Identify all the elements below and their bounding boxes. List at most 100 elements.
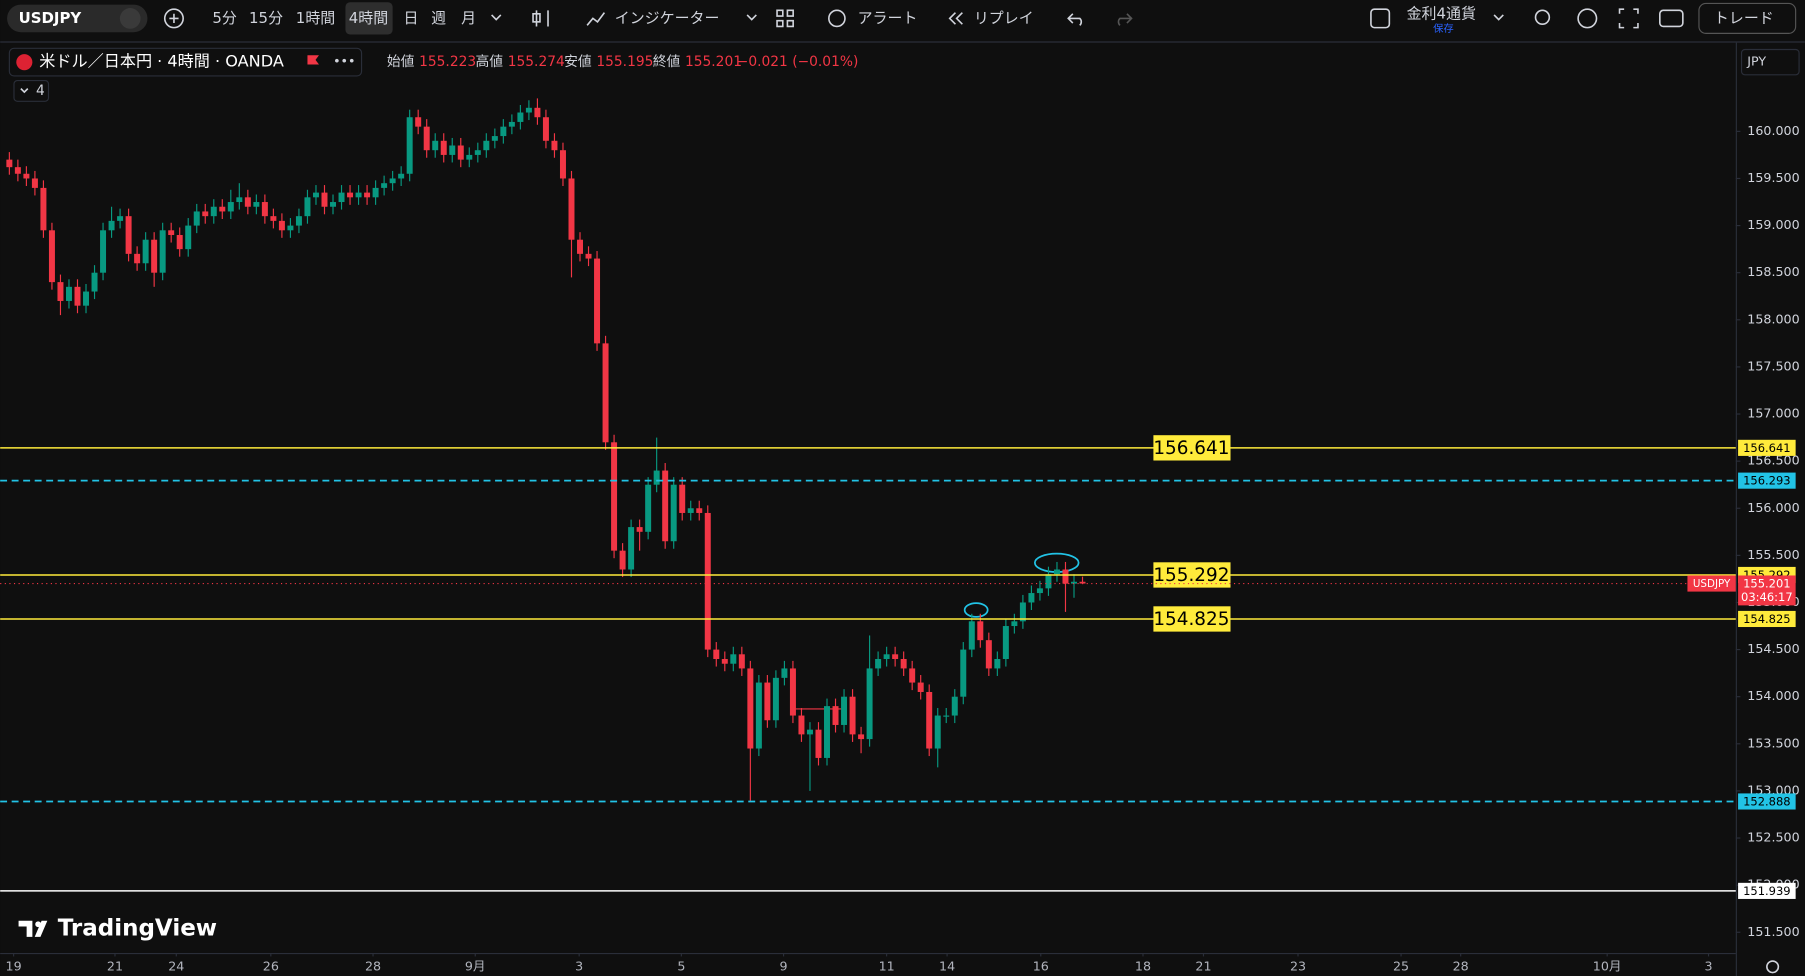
legend-change: −0.021 (−0.01%) bbox=[737, 54, 859, 70]
y-tick-label: 157.500 bbox=[1747, 358, 1799, 373]
candle-body bbox=[304, 197, 311, 217]
candle-body bbox=[611, 442, 618, 551]
candle-body bbox=[244, 197, 251, 207]
candle-body bbox=[738, 654, 745, 669]
watchlist-chevron[interactable] bbox=[1493, 14, 1504, 21]
currency[interactable]: JPY bbox=[1746, 54, 1766, 69]
candle-body bbox=[806, 729, 813, 735]
alert-icon[interactable] bbox=[828, 9, 846, 28]
interval-button[interactable]: 15分 bbox=[249, 9, 283, 27]
interval-button[interactable]: 日 bbox=[404, 9, 419, 27]
candle-body bbox=[542, 117, 549, 141]
candle-body bbox=[1079, 581, 1086, 584]
legend-value: 155.195 bbox=[596, 54, 653, 70]
candle-body bbox=[321, 192, 328, 207]
trade-button[interactable] bbox=[1698, 2, 1797, 34]
candle-body bbox=[687, 508, 694, 513]
candle-body bbox=[91, 272, 98, 292]
indicator-icon[interactable] bbox=[586, 12, 606, 26]
candle-body bbox=[500, 126, 507, 137]
indicator-chevron[interactable] bbox=[746, 14, 757, 21]
search-icon[interactable] bbox=[1534, 9, 1551, 25]
price-level-label: 154.825 bbox=[1153, 609, 1229, 630]
axis-level-box bbox=[1738, 439, 1796, 456]
currency-box[interactable] bbox=[1740, 48, 1800, 76]
replay-button[interactable]: リプレイ bbox=[974, 9, 1034, 27]
candle-body bbox=[83, 291, 90, 306]
x-tick-label: 14 bbox=[939, 958, 955, 973]
more-button[interactable]: ••• bbox=[333, 54, 355, 69]
watermark-logo-dot bbox=[35, 921, 42, 928]
interval-button[interactable]: 4時間 bbox=[349, 9, 388, 27]
candle-body bbox=[151, 239, 158, 273]
interval-button[interactable]: 1時間 bbox=[296, 9, 335, 27]
axis-level-box bbox=[1738, 882, 1796, 899]
x-tick-label: 5 bbox=[677, 958, 685, 973]
price-level-label: 156.641 bbox=[1153, 438, 1229, 459]
candle-body bbox=[977, 621, 984, 641]
indicator-toggle[interactable] bbox=[13, 79, 50, 102]
favorite-icon[interactable] bbox=[119, 8, 141, 29]
candle-body bbox=[559, 150, 566, 179]
snapshot-icon[interactable] bbox=[1659, 9, 1684, 28]
interval-button[interactable]: 月 bbox=[461, 9, 476, 27]
candle-body bbox=[934, 715, 941, 749]
symbol-search[interactable] bbox=[7, 4, 148, 33]
interval-chevron[interactable] bbox=[491, 14, 502, 21]
interval-button[interactable]: 週 bbox=[431, 9, 446, 27]
redo-icon[interactable] bbox=[1117, 13, 1133, 26]
symbol-tag-box bbox=[1687, 575, 1736, 592]
legend-title: 米ドル／日本円 · 4時間 · OANDA bbox=[39, 52, 284, 71]
x-tick-label: 28 bbox=[1453, 958, 1469, 973]
candle-body bbox=[253, 202, 260, 207]
legend-box bbox=[8, 47, 363, 77]
x-tick-label: 21 bbox=[107, 958, 123, 973]
candle-body bbox=[23, 173, 30, 179]
symbol[interactable]: USDJPY bbox=[19, 9, 82, 27]
watchlist-name[interactable]: 金利4通貨 bbox=[1407, 4, 1476, 22]
candle-body bbox=[389, 178, 396, 184]
candle-body bbox=[985, 640, 992, 669]
replay-icon[interactable] bbox=[948, 12, 963, 25]
settings-icon[interactable] bbox=[1577, 8, 1598, 29]
x-tick-label: 16 bbox=[1033, 958, 1049, 973]
undo-icon[interactable] bbox=[1067, 13, 1083, 26]
candle-body bbox=[849, 696, 856, 735]
y-tick-label: 151.500 bbox=[1747, 924, 1799, 939]
y-tick-label: 155.500 bbox=[1747, 547, 1799, 562]
countdown: 03:46:17 bbox=[1741, 590, 1793, 604]
fullscreen-icon[interactable] bbox=[1618, 8, 1639, 29]
axis-level-label: 156.293 bbox=[1743, 474, 1791, 488]
current-price-label: 155.201 bbox=[1743, 577, 1791, 591]
candle-body bbox=[483, 140, 490, 151]
watchlist-checkbox[interactable] bbox=[1370, 8, 1391, 29]
compare-icon[interactable] bbox=[163, 8, 184, 29]
candle-body bbox=[704, 512, 711, 650]
candle-body bbox=[883, 654, 890, 660]
candle-body bbox=[168, 230, 175, 236]
axis-settings-icon[interactable] bbox=[1766, 960, 1780, 974]
x-tick-label: 10月 bbox=[1593, 958, 1622, 973]
x-tick-label: 23 bbox=[1290, 958, 1306, 973]
trade-button-label[interactable]: トレード bbox=[1714, 9, 1774, 27]
candle-body bbox=[449, 145, 456, 155]
interval-button[interactable]: 5分 bbox=[212, 9, 237, 27]
candle-body bbox=[270, 216, 277, 221]
candle-body bbox=[943, 715, 950, 717]
indicator-toggle-chevron bbox=[20, 88, 29, 94]
indicator-count[interactable]: 4 bbox=[36, 83, 45, 99]
axis-level-box bbox=[1738, 610, 1796, 628]
indicators-button[interactable]: インジケーター bbox=[615, 9, 720, 27]
candle-body bbox=[747, 668, 754, 749]
candle-body bbox=[713, 649, 720, 660]
flag-marker bbox=[307, 55, 319, 65]
candle-body bbox=[176, 235, 183, 250]
layout-icon[interactable] bbox=[776, 9, 794, 28]
candle-body bbox=[65, 286, 72, 301]
candle-body bbox=[125, 216, 132, 254]
candle-body bbox=[679, 484, 686, 513]
x-tick-label: 3 bbox=[575, 958, 583, 973]
alert-button[interactable]: アラート bbox=[858, 9, 918, 27]
candle-body bbox=[1028, 593, 1035, 603]
candle-body bbox=[594, 258, 601, 344]
